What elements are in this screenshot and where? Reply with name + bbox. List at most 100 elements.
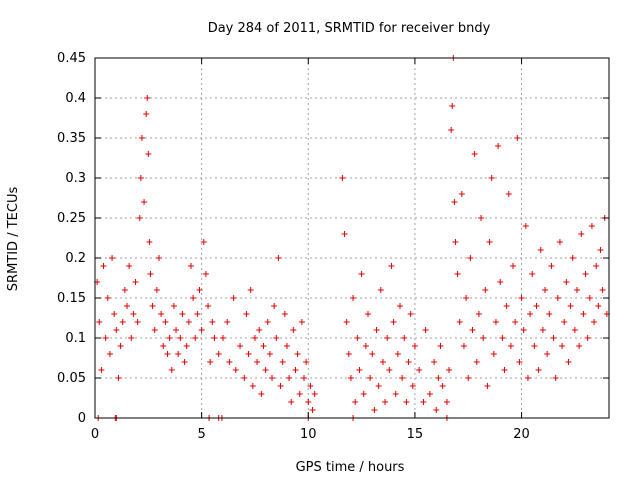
data-point (379, 359, 386, 365)
data-point (364, 311, 371, 317)
data-point (473, 359, 480, 365)
data-point (358, 271, 365, 277)
data-point (115, 375, 122, 381)
data-point (155, 255, 162, 261)
data-point (527, 311, 534, 317)
x-axis-label: GPS time / hours (296, 460, 405, 475)
data-point (518, 295, 525, 301)
data-point (303, 359, 310, 365)
y-tick-label: 0.2 (65, 251, 86, 266)
data-point (522, 223, 529, 229)
data-point (205, 303, 212, 309)
data-point (529, 271, 536, 277)
data-point (211, 335, 218, 341)
data-point (499, 335, 506, 341)
data-point (151, 327, 158, 333)
data-point (443, 399, 450, 405)
data-point (153, 287, 160, 293)
data-point (281, 311, 288, 317)
data-point (96, 319, 103, 325)
data-point (386, 367, 393, 373)
data-point (226, 359, 233, 365)
data-point (192, 335, 199, 341)
data-point (277, 383, 284, 389)
data-point (439, 383, 446, 389)
data-point (146, 239, 153, 245)
data-point (426, 391, 433, 397)
data-point (356, 367, 363, 373)
data-point (492, 319, 499, 325)
data-point (134, 319, 141, 325)
chart-title: Day 284 of 2011, SRMTID for receiver bnd… (208, 21, 491, 36)
data-point (168, 367, 175, 373)
data-point (138, 135, 145, 141)
data-point (514, 135, 521, 141)
data-point (232, 367, 239, 373)
data-point (170, 303, 177, 309)
data-point (567, 303, 574, 309)
data-point (160, 343, 167, 349)
data-point (207, 359, 214, 365)
data-point (305, 399, 312, 405)
data-points (94, 55, 610, 421)
data-point (405, 359, 412, 365)
data-point (345, 351, 352, 357)
data-point (520, 327, 527, 333)
data-point (471, 151, 478, 157)
data-point (371, 407, 378, 413)
data-point (241, 375, 248, 381)
data-point (454, 271, 461, 277)
data-point (550, 335, 557, 341)
data-point (582, 271, 589, 277)
data-point (362, 343, 369, 349)
data-point (578, 231, 585, 237)
data-point (145, 151, 152, 157)
data-point (350, 295, 357, 301)
data-point (111, 311, 118, 317)
data-point (183, 343, 190, 349)
data-point (548, 263, 555, 269)
data-point (294, 351, 301, 357)
data-point (198, 327, 205, 333)
data-point (552, 375, 559, 381)
y-axis-label: SRMTID / TECUs (6, 187, 21, 292)
data-point (465, 375, 472, 381)
data-point (469, 327, 476, 333)
data-point (373, 327, 380, 333)
data-point (448, 127, 455, 133)
gridlines (95, 58, 609, 418)
data-point (486, 239, 493, 245)
data-point (173, 327, 180, 333)
data-point (164, 351, 171, 357)
data-point (109, 255, 116, 261)
data-point (456, 319, 463, 325)
y-tick-label: 0.1 (65, 331, 86, 346)
data-point (179, 311, 186, 317)
data-point (533, 303, 540, 309)
data-point (507, 343, 514, 349)
data-point (403, 399, 410, 405)
data-point (339, 175, 346, 181)
data-point (113, 327, 120, 333)
data-point (128, 335, 135, 341)
data-point (482, 287, 489, 293)
data-point (396, 303, 403, 309)
data-point (166, 335, 173, 341)
data-point (245, 351, 252, 357)
y-tick-label: 0.05 (57, 371, 86, 386)
data-point (354, 335, 361, 341)
data-point (512, 319, 519, 325)
data-point (360, 391, 367, 397)
data-point (433, 407, 440, 413)
data-point (407, 311, 414, 317)
data-point (524, 375, 531, 381)
data-point (224, 319, 231, 325)
data-point (367, 375, 374, 381)
data-point (593, 263, 600, 269)
data-point (307, 383, 314, 389)
data-point (599, 287, 606, 293)
y-tick-label: 0.35 (57, 131, 86, 146)
data-point (437, 343, 444, 349)
data-point (546, 311, 553, 317)
data-point (460, 343, 467, 349)
